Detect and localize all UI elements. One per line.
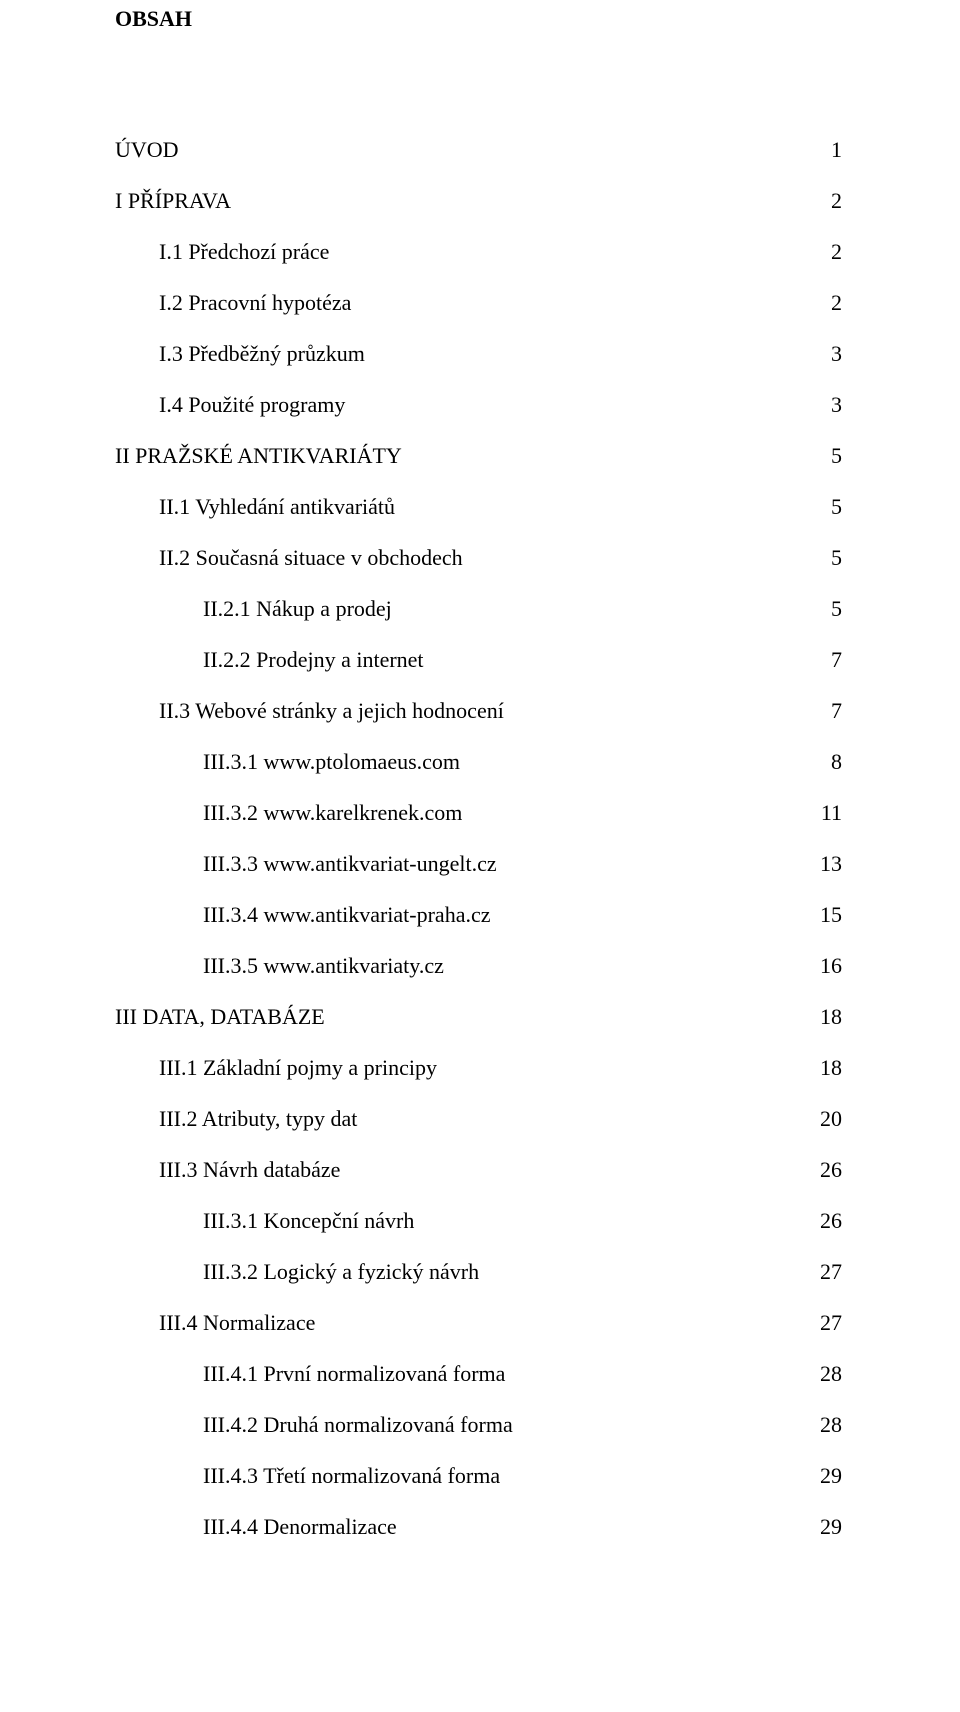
toc-row: I.1 Předchozí práce 2 <box>115 226 842 277</box>
toc-row: III.4.3 Třetí normalizovaná forma 29 <box>115 1450 842 1501</box>
toc-page-number: 18 <box>812 991 842 1042</box>
toc-label: III.4.3 Třetí normalizovaná forma <box>203 1450 500 1501</box>
toc-row: III DATA, DATABÁZE 18 <box>115 991 842 1042</box>
toc-label: III.4.2 Druhá normalizovaná forma <box>203 1399 513 1450</box>
toc-label: I.3 Předběžný průzkum <box>159 328 365 379</box>
toc-page-number: 3 <box>812 379 842 430</box>
toc-label: ÚVOD <box>115 124 179 175</box>
toc-row: I.3 Předběžný průzkum 3 <box>115 328 842 379</box>
toc-page-number: 1 <box>812 124 842 175</box>
toc-page-number: 2 <box>812 175 842 226</box>
toc-page-number: 27 <box>812 1297 842 1348</box>
toc-page-number: 26 <box>812 1195 842 1246</box>
toc-label: II.1 Vyhledání antikvariátů <box>159 481 395 532</box>
toc-page-number: 7 <box>812 634 842 685</box>
toc-page-number: 7 <box>812 685 842 736</box>
toc-label: III.1 Základní pojmy a principy <box>159 1042 437 1093</box>
toc-row: II.2 Současná situace v obchodech 5 <box>115 532 842 583</box>
toc-row: II.2.2 Prodejny a internet 7 <box>115 634 842 685</box>
toc-label: III.4.1 První normalizovaná forma <box>203 1348 505 1399</box>
toc-label: II.2.2 Prodejny a internet <box>203 634 424 685</box>
toc-row: III.4.4 Denormalizace 29 <box>115 1501 842 1552</box>
toc-row: II PRAŽSKÉ ANTIKVARIÁTY 5 <box>115 430 842 481</box>
toc-label: III.3.2 Logický a fyzický návrh <box>203 1246 479 1297</box>
toc-label: III.3.1 Koncepční návrh <box>203 1195 414 1246</box>
toc-row: I PŘÍPRAVA 2 <box>115 175 842 226</box>
toc-page-number: 20 <box>812 1093 842 1144</box>
toc-label: III.2 Atributy, typy dat <box>159 1093 357 1144</box>
toc-label: III.3.1 www.ptolomaeus.com <box>203 736 460 787</box>
toc-page-number: 28 <box>812 1399 842 1450</box>
toc-page-number: 3 <box>812 328 842 379</box>
toc-page-number: 5 <box>812 430 842 481</box>
toc-row: III.4.1 První normalizovaná forma 28 <box>115 1348 842 1399</box>
toc-row: II.1 Vyhledání antikvariátů 5 <box>115 481 842 532</box>
toc-page-number: 5 <box>812 481 842 532</box>
toc-page-number: 13 <box>812 838 842 889</box>
toc-page-number: 2 <box>812 226 842 277</box>
toc-row: III.1 Základní pojmy a principy 18 <box>115 1042 842 1093</box>
toc-label: II PRAŽSKÉ ANTIKVARIÁTY <box>115 430 402 481</box>
toc-row: III.4 Normalizace 27 <box>115 1297 842 1348</box>
toc-row: III.3.2 www.karelkrenek.com 11 <box>115 787 842 838</box>
toc-label: III.4.4 Denormalizace <box>203 1501 397 1552</box>
table-of-contents: ÚVOD1I PŘÍPRAVA2I.1 Předchozí práce2I.2 … <box>115 124 842 1552</box>
toc-row: III.2 Atributy, typy dat 20 <box>115 1093 842 1144</box>
toc-page-number: 5 <box>812 532 842 583</box>
toc-page-number: 18 <box>812 1042 842 1093</box>
toc-row: III.3.1 Koncepční návrh 26 <box>115 1195 842 1246</box>
toc-label: III.3 Návrh databáze <box>159 1144 340 1195</box>
page: OBSAH ÚVOD1I PŘÍPRAVA2I.1 Předchozí prác… <box>0 0 960 1712</box>
toc-row: III.3.1 www.ptolomaeus.com 8 <box>115 736 842 787</box>
toc-page-number: 29 <box>812 1501 842 1552</box>
toc-row: I.4 Použité programy 3 <box>115 379 842 430</box>
toc-label: III.4 Normalizace <box>159 1297 315 1348</box>
toc-page-number: 2 <box>812 277 842 328</box>
toc-page-number: 26 <box>812 1144 842 1195</box>
toc-label: I PŘÍPRAVA <box>115 175 231 226</box>
toc-label: III.3.3 www.antikvariat-ungelt.cz <box>203 838 497 889</box>
toc-label: II.2.1 Nákup a prodej <box>203 583 392 634</box>
toc-page-number: 28 <box>812 1348 842 1399</box>
toc-page-number: 15 <box>812 889 842 940</box>
toc-page-number: 29 <box>812 1450 842 1501</box>
toc-label: II.2 Současná situace v obchodech <box>159 532 463 583</box>
toc-label: I.1 Předchozí práce <box>159 226 329 277</box>
toc-row: ÚVOD 1 <box>115 124 842 175</box>
toc-row: II.3 Webové stránky a jejich hodnocení 7 <box>115 685 842 736</box>
toc-row: III.3.3 www.antikvariat-ungelt.cz 13 <box>115 838 842 889</box>
toc-page-number: 16 <box>812 940 842 991</box>
toc-label: II.3 Webové stránky a jejich hodnocení <box>159 685 504 736</box>
toc-row: III.4.2 Druhá normalizovaná forma 28 <box>115 1399 842 1450</box>
page-title: OBSAH <box>115 6 842 32</box>
toc-row: III.3.4 www.antikvariat-praha.cz 15 <box>115 889 842 940</box>
toc-row: III.3.2 Logický a fyzický návrh 27 <box>115 1246 842 1297</box>
toc-page-number: 8 <box>812 736 842 787</box>
toc-label: III.3.5 www.antikvariaty.cz <box>203 940 444 991</box>
toc-label: III.3.2 www.karelkrenek.com <box>203 787 462 838</box>
toc-row: III.3.5 www.antikvariaty.cz 16 <box>115 940 842 991</box>
toc-row: I.2 Pracovní hypotéza 2 <box>115 277 842 328</box>
toc-label: I.4 Použité programy <box>159 379 345 430</box>
toc-label: III DATA, DATABÁZE <box>115 991 325 1042</box>
toc-label: III.3.4 www.antikvariat-praha.cz <box>203 889 491 940</box>
toc-row: II.2.1 Nákup a prodej 5 <box>115 583 842 634</box>
toc-page-number: 11 <box>812 787 842 838</box>
toc-page-number: 27 <box>812 1246 842 1297</box>
toc-page-number: 5 <box>812 583 842 634</box>
toc-label: I.2 Pracovní hypotéza <box>159 277 351 328</box>
toc-row: III.3 Návrh databáze 26 <box>115 1144 842 1195</box>
